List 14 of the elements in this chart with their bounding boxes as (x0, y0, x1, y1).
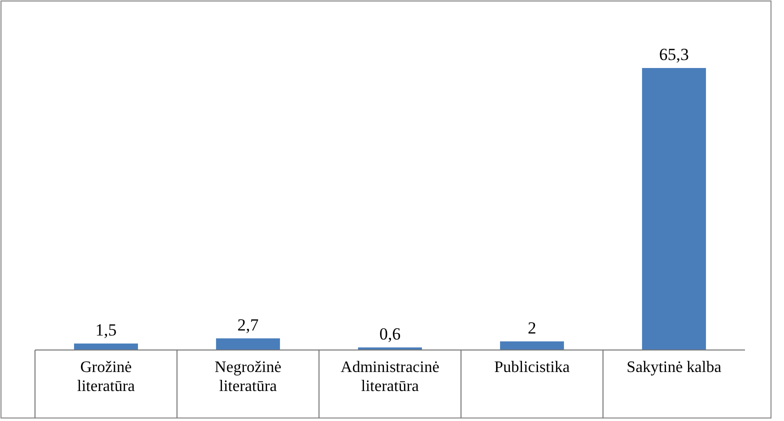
bar (74, 344, 138, 350)
bar (216, 338, 280, 350)
x-tick-label: Negrožinė literatūra (214, 359, 282, 395)
x-tick-label: Publicistika (494, 359, 570, 376)
bar (642, 68, 706, 350)
bar (500, 341, 564, 350)
x-tick-label: Administracinė literatūra (340, 359, 440, 395)
data-label: 0,6 (379, 324, 401, 344)
data-label: 65,3 (659, 45, 689, 64)
x-tick-label: Sakytinė kalba (626, 359, 722, 376)
data-label: 1,5 (95, 320, 117, 340)
x-tick-label: Grožinė literatūra (77, 359, 135, 395)
data-label: 2 (528, 318, 536, 338)
data-label: 2,7 (237, 315, 260, 334)
